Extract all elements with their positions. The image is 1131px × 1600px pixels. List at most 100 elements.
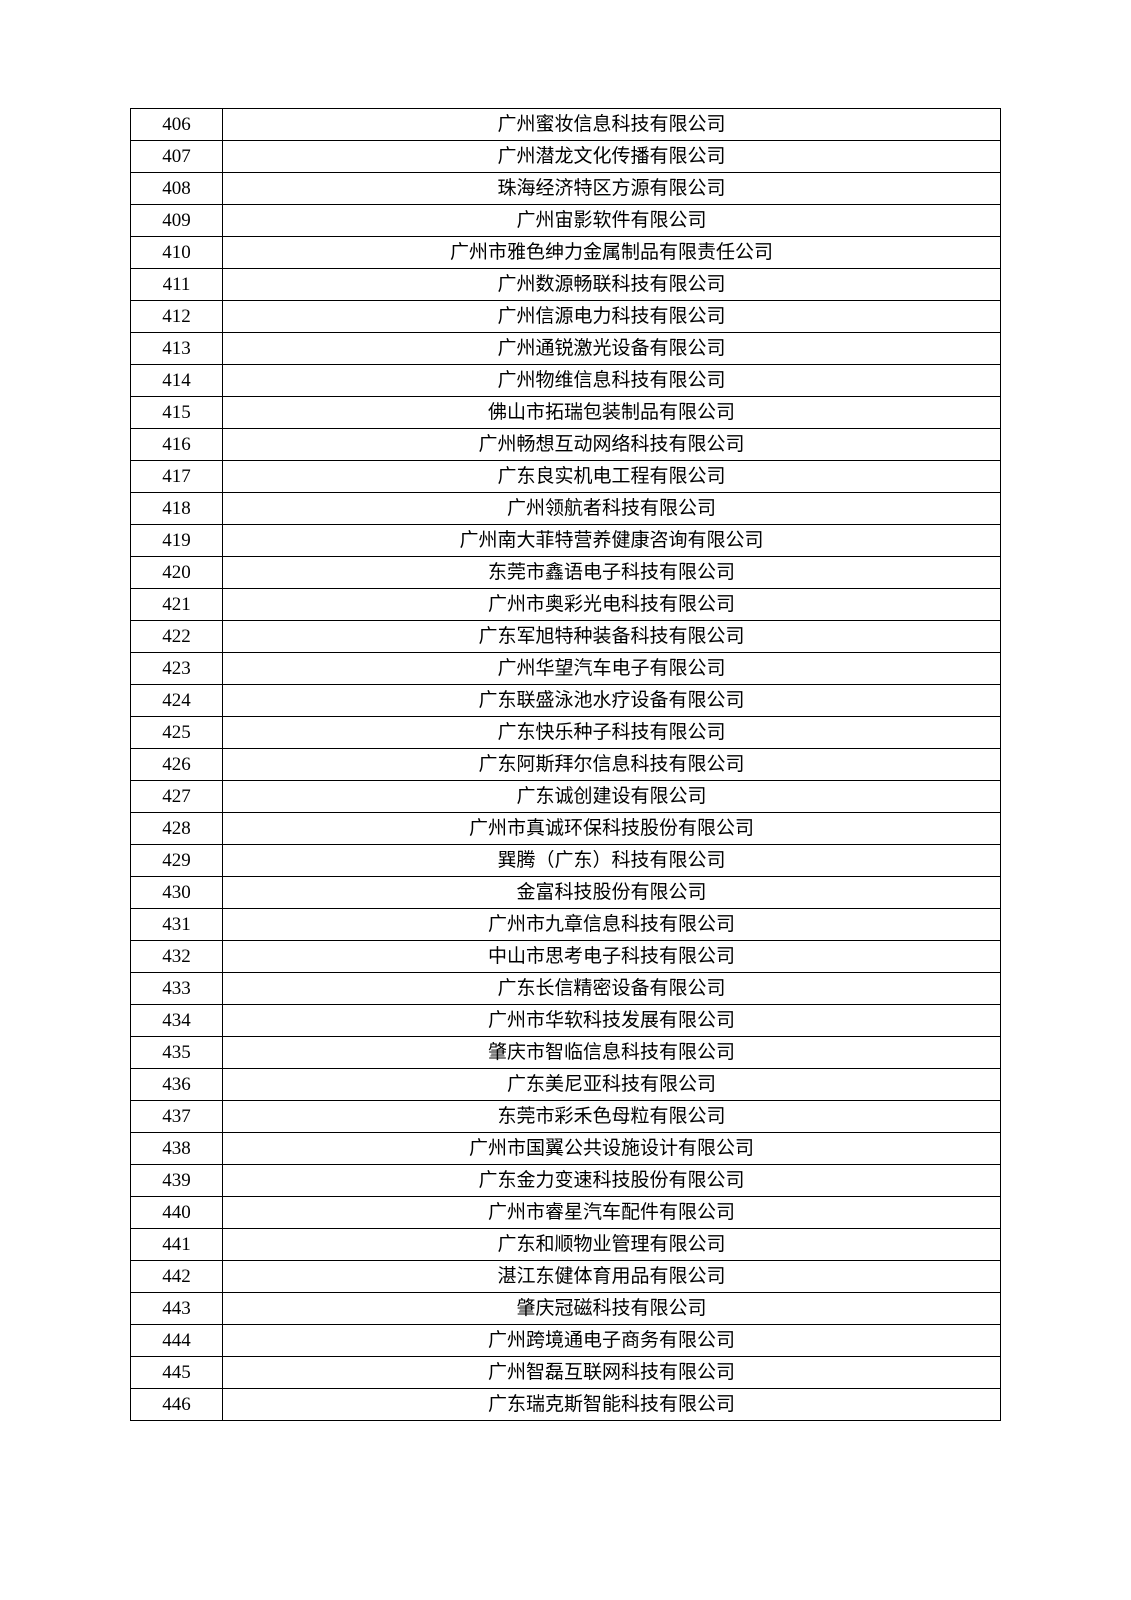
company-name: 金富科技股份有限公司 [223,877,1001,909]
table-row: 431广州市九章信息科技有限公司 [131,909,1001,941]
company-name: 广东联盛泳池水疗设备有限公司 [223,685,1001,717]
company-name: 广州蜜妆信息科技有限公司 [223,109,1001,141]
row-index: 438 [131,1133,223,1165]
table-row: 411广州数源畅联科技有限公司 [131,269,1001,301]
table-row: 443肇庆冠磁科技有限公司 [131,1293,1001,1325]
company-name: 湛江东健体育用品有限公司 [223,1261,1001,1293]
company-name: 广东长信精密设备有限公司 [223,973,1001,1005]
table-row: 437东莞市彩禾色母粒有限公司 [131,1101,1001,1133]
row-index: 419 [131,525,223,557]
company-name: 广州数源畅联科技有限公司 [223,269,1001,301]
table-row: 419广州南大菲特营养健康咨询有限公司 [131,525,1001,557]
company-name: 广东金力变速科技股份有限公司 [223,1165,1001,1197]
table-row: 430金富科技股份有限公司 [131,877,1001,909]
table-row: 444广州跨境通电子商务有限公司 [131,1325,1001,1357]
row-index: 415 [131,397,223,429]
row-index: 430 [131,877,223,909]
table-row: 425广东快乐种子科技有限公司 [131,717,1001,749]
row-index: 432 [131,941,223,973]
company-name: 广州市睿星汽车配件有限公司 [223,1197,1001,1229]
table-row: 410广州市雅色绅力金属制品有限责任公司 [131,237,1001,269]
table-row: 442湛江东健体育用品有限公司 [131,1261,1001,1293]
table-row: 409广州宙影软件有限公司 [131,205,1001,237]
row-index: 421 [131,589,223,621]
row-index: 437 [131,1101,223,1133]
company-name: 广东诚创建设有限公司 [223,781,1001,813]
row-index: 407 [131,141,223,173]
company-name: 广州物维信息科技有限公司 [223,365,1001,397]
table-row: 433广东长信精密设备有限公司 [131,973,1001,1005]
company-name: 广州畅想互动网络科技有限公司 [223,429,1001,461]
row-index: 443 [131,1293,223,1325]
table-row: 413广州通锐激光设备有限公司 [131,333,1001,365]
company-name: 广东良实机电工程有限公司 [223,461,1001,493]
table-row: 414广州物维信息科技有限公司 [131,365,1001,397]
company-name: 广州潜龙文化传播有限公司 [223,141,1001,173]
table-body: 406广州蜜妆信息科技有限公司407广州潜龙文化传播有限公司408珠海经济特区方… [131,109,1001,1421]
row-index: 414 [131,365,223,397]
company-name: 肇庆冠磁科技有限公司 [223,1293,1001,1325]
row-index: 440 [131,1197,223,1229]
table-row: 441广东和顺物业管理有限公司 [131,1229,1001,1261]
row-index: 444 [131,1325,223,1357]
company-name: 广州华望汽车电子有限公司 [223,653,1001,685]
table-row: 406广州蜜妆信息科技有限公司 [131,109,1001,141]
company-name: 广东美尼亚科技有限公司 [223,1069,1001,1101]
row-index: 439 [131,1165,223,1197]
table-row: 434广州市华软科技发展有限公司 [131,1005,1001,1037]
row-index: 422 [131,621,223,653]
table-row: 416广州畅想互动网络科技有限公司 [131,429,1001,461]
table-row: 439广东金力变速科技股份有限公司 [131,1165,1001,1197]
row-index: 436 [131,1069,223,1101]
row-index: 417 [131,461,223,493]
table-row: 420东莞市鑫语电子科技有限公司 [131,557,1001,589]
table-row: 446广东瑞克斯智能科技有限公司 [131,1389,1001,1421]
row-index: 427 [131,781,223,813]
row-index: 424 [131,685,223,717]
row-index: 410 [131,237,223,269]
row-index: 435 [131,1037,223,1069]
table-row: 412广州信源电力科技有限公司 [131,301,1001,333]
row-index: 425 [131,717,223,749]
row-index: 408 [131,173,223,205]
row-index: 412 [131,301,223,333]
row-index: 413 [131,333,223,365]
row-index: 406 [131,109,223,141]
company-name: 广州宙影软件有限公司 [223,205,1001,237]
row-index: 429 [131,845,223,877]
company-name: 广东阿斯拜尔信息科技有限公司 [223,749,1001,781]
company-name: 中山市思考电子科技有限公司 [223,941,1001,973]
row-index: 442 [131,1261,223,1293]
company-name: 广州领航者科技有限公司 [223,493,1001,525]
row-index: 445 [131,1357,223,1389]
table-row: 427广东诚创建设有限公司 [131,781,1001,813]
row-index: 428 [131,813,223,845]
company-name: 广州跨境通电子商务有限公司 [223,1325,1001,1357]
table-row: 440广州市睿星汽车配件有限公司 [131,1197,1001,1229]
company-name: 广州通锐激光设备有限公司 [223,333,1001,365]
row-index: 441 [131,1229,223,1261]
company-name: 广州市九章信息科技有限公司 [223,909,1001,941]
table-row: 435肇庆市智临信息科技有限公司 [131,1037,1001,1069]
row-index: 426 [131,749,223,781]
table-row: 418广州领航者科技有限公司 [131,493,1001,525]
company-name: 东莞市鑫语电子科技有限公司 [223,557,1001,589]
row-index: 433 [131,973,223,1005]
company-name: 广州南大菲特营养健康咨询有限公司 [223,525,1001,557]
company-name: 广东军旭特种装备科技有限公司 [223,621,1001,653]
table-row: 421广州市奥彩光电科技有限公司 [131,589,1001,621]
table-row: 408珠海经济特区方源有限公司 [131,173,1001,205]
company-name: 广州市真诚环保科技股份有限公司 [223,813,1001,845]
row-index: 423 [131,653,223,685]
row-index: 416 [131,429,223,461]
company-name: 广州信源电力科技有限公司 [223,301,1001,333]
table-row: 422广东军旭特种装备科技有限公司 [131,621,1001,653]
table-row: 424广东联盛泳池水疗设备有限公司 [131,685,1001,717]
row-index: 446 [131,1389,223,1421]
table-row: 436广东美尼亚科技有限公司 [131,1069,1001,1101]
company-table: 406广州蜜妆信息科技有限公司407广州潜龙文化传播有限公司408珠海经济特区方… [130,108,1001,1421]
table-row: 429巽腾（广东）科技有限公司 [131,845,1001,877]
row-index: 411 [131,269,223,301]
company-name: 广州智磊互联网科技有限公司 [223,1357,1001,1389]
table-row: 445广州智磊互联网科技有限公司 [131,1357,1001,1389]
